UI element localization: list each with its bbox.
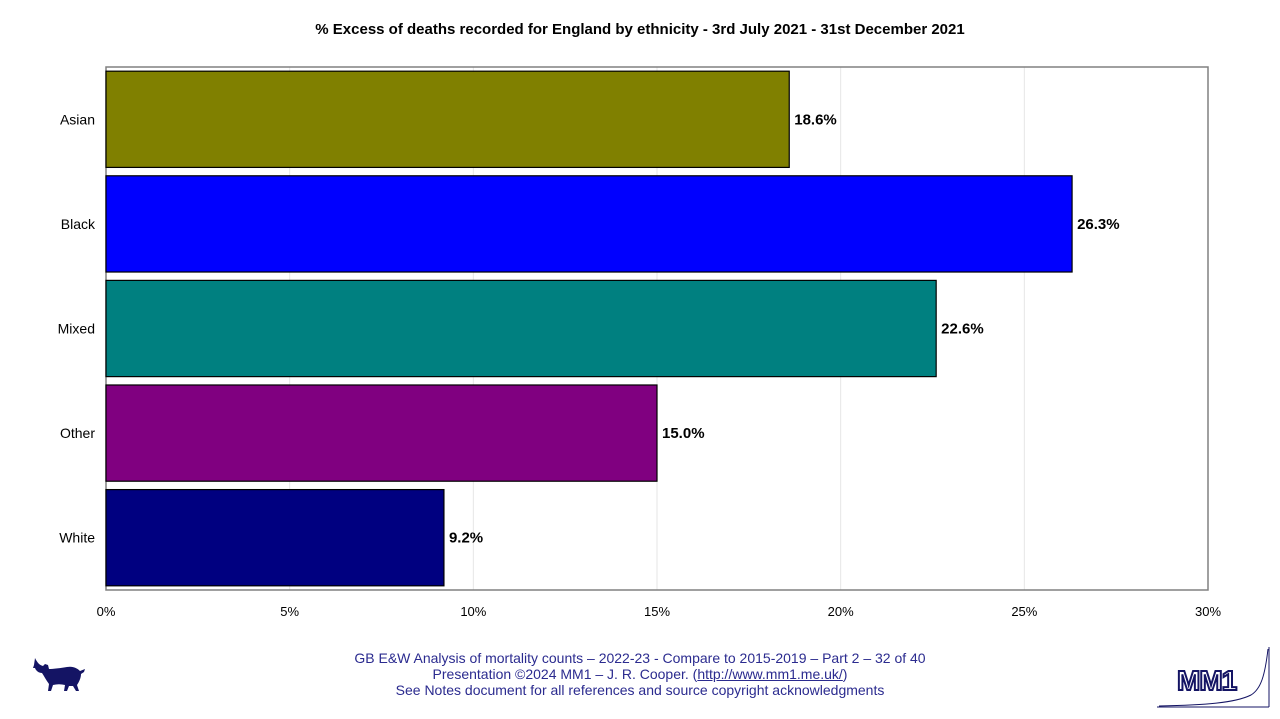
x-tick-label: 20% [828,604,854,619]
bars [105,70,1073,587]
footer: GB E&W Analysis of mortality counts – 20… [0,650,1280,698]
bar-mixed [105,279,937,378]
data-label-asian: 18.6% [794,111,837,128]
category-label-other: Other [60,425,95,441]
data-label-other: 15.0% [662,425,705,442]
data-labels: 18.6% 26.3% 22.6% 15.0% 9.2% [449,111,1120,546]
category-label-black: Black [61,216,96,232]
chart-title: % Excess of deaths recorded for England … [315,21,965,38]
x-tick-label: 15% [644,604,670,619]
footer-line-2-prefix: Presentation ©2024 MM1 – J. R. Cooper. ( [432,666,698,682]
footer-line-3: See Notes document for all references an… [395,682,885,698]
x-tick-label: 10% [460,604,486,619]
bar-white [105,488,445,587]
data-label-mixed: 22.6% [941,321,984,338]
category-label-mixed: Mixed [58,321,95,337]
bar-black [105,175,1073,273]
x-tick-label: 5% [280,604,299,619]
bar-chart: 18.6% 26.3% 22.6% 15.0% 9.2% Asian Black Mixed… [58,66,1222,619]
data-label-white: 9.2% [449,530,483,547]
website-link[interactable]: http://www.mm1.me.uk/ [697,666,843,682]
footer-line-1: GB E&W Analysis of mortality counts – 20… [354,650,926,666]
footer-line-2-suffix: ) [842,666,848,682]
x-tick-label: 30% [1195,604,1221,619]
x-axis-ticks: 0% 5% 10% 15% 20% 25% 30% [97,604,1222,619]
mm1-logo-text: MM1 [1177,665,1237,696]
category-labels: Asian Black Mixed Other White [58,111,96,545]
dog-icon [33,658,85,691]
data-label-black: 26.3% [1077,216,1120,233]
footer-line-2: Presentation ©2024 MM1 – J. R. Cooper. (… [0,666,1280,682]
bar-asian [105,70,790,169]
x-tick-label: 25% [1011,604,1037,619]
bar-other [105,384,658,482]
category-label-asian: Asian [60,111,95,127]
mm1-logo-icon: MM1 [1157,647,1270,708]
x-tick-label: 0% [97,604,116,619]
category-label-white: White [59,530,95,546]
